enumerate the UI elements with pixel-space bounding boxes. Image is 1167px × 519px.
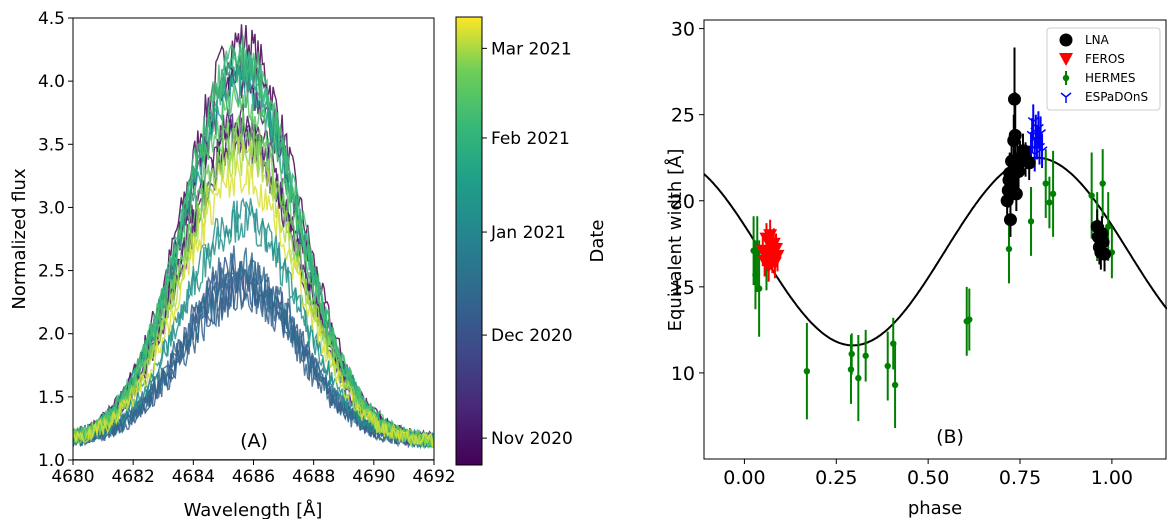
y-tick-label: 1.5	[38, 388, 65, 408]
legend-marker-espadons	[1060, 92, 1072, 103]
x-tick-label: 4686	[232, 467, 275, 487]
colorbar: Nov 2020 Dec 2020 Jan 2021 Feb 2021 Mar 2021…	[455, 16, 608, 466]
data-point-hermes	[1105, 223, 1112, 230]
x-tick-label: 4680	[51, 467, 94, 487]
x-tick-label: 0.75	[999, 467, 1041, 489]
legend-label: FEROS	[1085, 52, 1125, 66]
y-tick-label: 3.5	[38, 135, 65, 155]
legend-box	[1046, 27, 1161, 111]
data-point-hermes	[755, 285, 763, 292]
panel-b-ylabel: Equivalent width [Å]	[664, 149, 686, 332]
x-tick-label: 4690	[352, 467, 395, 487]
panel-a-annotation: (A)	[240, 430, 268, 452]
colorbar-label: Date	[587, 219, 608, 262]
colorbar-tick-label: Dec 2020	[491, 326, 573, 346]
data-point-lna	[1022, 156, 1036, 170]
x-tick-label: 4682	[112, 467, 155, 487]
data-point-lna	[1096, 235, 1110, 249]
panel-a-spectra	[73, 24, 434, 460]
legend-label: LNA	[1085, 33, 1110, 47]
panel-b-plot	[704, 47, 1167, 429]
panel-a-ylabel: Normalized flux	[9, 168, 30, 310]
data-point-hermes	[1099, 180, 1106, 187]
data-point-hermes	[1046, 199, 1053, 206]
legend-label: HERMES	[1085, 71, 1136, 85]
spectrum-line	[73, 158, 434, 448]
y-tick-label: 20	[671, 191, 695, 213]
colorbar-gradient	[455, 16, 483, 466]
data-point-hermes	[1049, 190, 1057, 198]
data-point-hermes	[891, 381, 899, 389]
spectrum-line	[73, 35, 434, 447]
data-point-hermes	[803, 368, 811, 375]
legend-label: ESPaDOnS	[1085, 90, 1148, 104]
x-tick-label: 4684	[172, 467, 215, 487]
panel-b-xlabel: phase	[908, 498, 962, 519]
y-tick-label: 2.5	[38, 262, 65, 282]
x-tick-label: 0.50	[907, 467, 949, 489]
data-point-hermes	[855, 374, 862, 382]
data-point-hermes	[862, 352, 869, 359]
legend-marker-lna	[1059, 33, 1073, 47]
colorbar-tick-label: Jan 2021	[490, 223, 566, 243]
panel-b-axes: 0.00 0.25 0.50 0.75 1.00 10 15 20 25 30	[671, 19, 1167, 489]
data-point-lna	[1003, 213, 1017, 227]
data-point-hermes	[966, 316, 973, 323]
y-tick-label: 4.5	[38, 9, 65, 29]
y-tick-label: 10	[671, 363, 695, 385]
y-tick-label: 25	[671, 105, 695, 127]
panel-b-annotation: (B)	[936, 426, 964, 448]
data-point-hermes	[884, 362, 891, 370]
panel-a-xlabel: Wavelength [Å]	[184, 499, 323, 519]
panel-b: 0.00 0.25 0.50 0.75 1.00 10 15 20 25 30 (B) phase…	[664, 19, 1167, 519]
spectrum-line	[73, 127, 434, 447]
legend-marker-feros	[1059, 53, 1073, 66]
y-tick-label: 3.0	[38, 198, 65, 218]
y-tick-label: 15	[671, 277, 695, 299]
colorbar-ticks: Nov 2020 Dec 2020 Jan 2021 Feb 2021 Mar 2021	[482, 39, 573, 449]
y-tick-label: 1.0	[38, 451, 65, 471]
x-tick-label: 4688	[292, 467, 335, 487]
x-tick-label: 0.00	[723, 467, 765, 489]
data-point-espadons	[1036, 146, 1048, 157]
data-point-hermes	[1042, 180, 1049, 187]
data-point-hermes	[848, 350, 855, 358]
data-point-feros	[770, 249, 785, 263]
x-tick-label: 1.00	[1091, 467, 1133, 489]
panel-b-legend: LNA FEROS HERMES ESPaDOnS	[1046, 27, 1161, 111]
colorbar-tick-label: Feb 2021	[491, 129, 570, 149]
data-point-hermes	[1088, 192, 1095, 199]
data-point-hermes	[1005, 245, 1013, 253]
data-point-espadons	[1035, 129, 1047, 140]
data-point-hermes	[1027, 218, 1035, 225]
legend-marker-hermes	[1062, 74, 1070, 82]
data-point-feros	[769, 242, 784, 256]
y-tick-label: 4.0	[38, 72, 65, 92]
x-tick-label: 4692	[412, 467, 455, 487]
x-tick-label: 0.25	[815, 467, 857, 489]
data-point-lna	[1009, 187, 1023, 201]
data-point-lna	[1098, 247, 1112, 261]
colorbar-tick-label: Nov 2020	[491, 429, 573, 449]
y-tick-label: 30	[671, 19, 695, 41]
data-point-lna	[1008, 128, 1022, 142]
y-tick-label: 2.0	[38, 325, 65, 345]
panel-a-axes: 4680 4682 4684 4686 4688 4690 4692 1.0 1.5 2.0 2.5…	[38, 9, 456, 487]
panel-b-frame	[703, 19, 1167, 460]
spectrum-line	[73, 136, 434, 448]
spectrum-line	[73, 200, 434, 450]
colorbar-tick-label: Mar 2021	[491, 39, 572, 59]
panel-a: 4680 4682 4684 4686 4688 4690 4692 1.0 1.5 2.0 2.5…	[9, 9, 456, 519]
data-point-lna	[1012, 164, 1026, 178]
